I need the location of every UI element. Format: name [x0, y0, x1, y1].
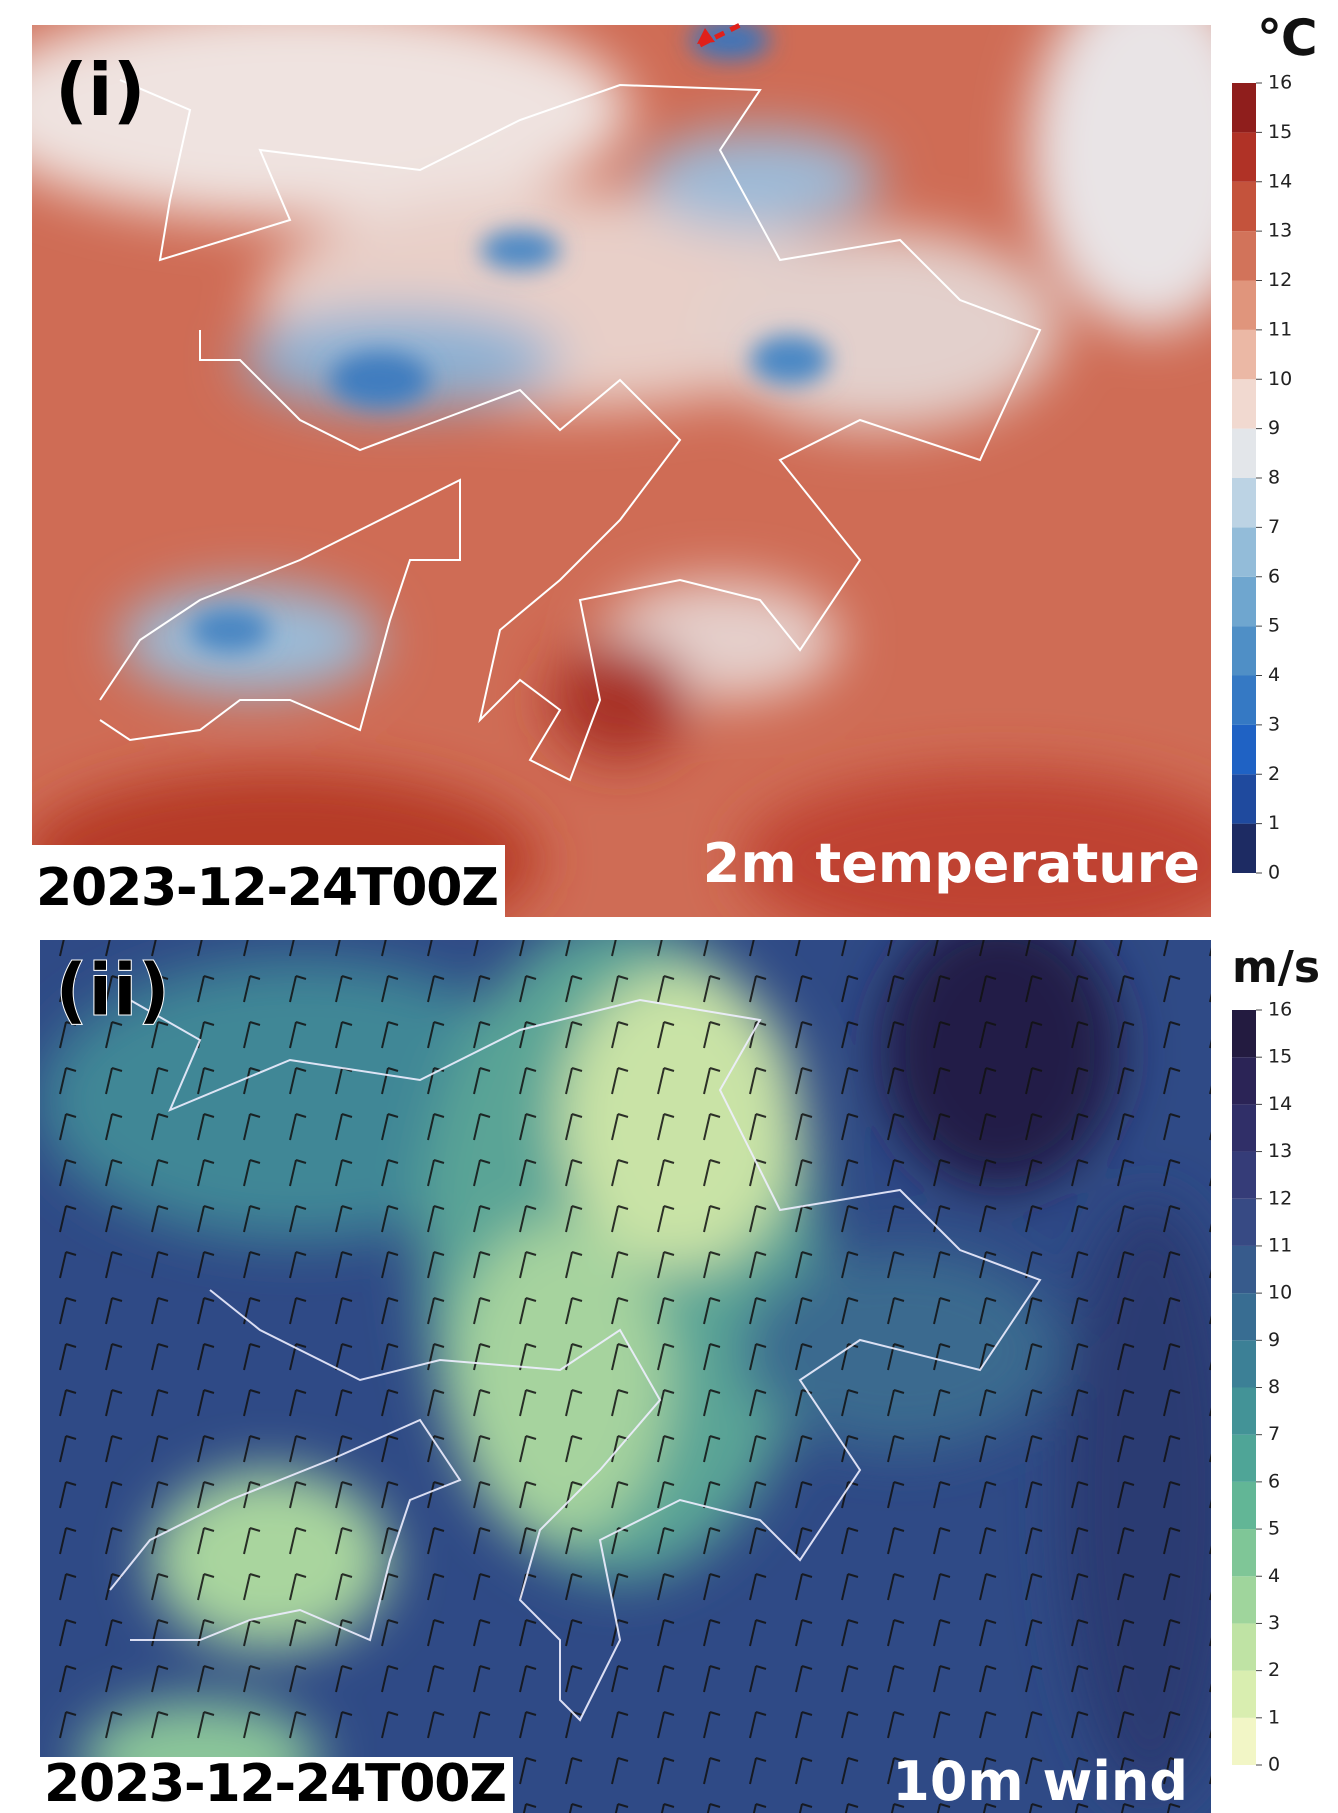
colorbar-segment	[1232, 1010, 1256, 1057]
colorbar-segment	[1232, 1671, 1256, 1718]
colorbar-tick-label: 4	[1268, 664, 1280, 686]
colorbar-tick-label: 2	[1268, 763, 1280, 785]
colorbar-tick-label: 8	[1268, 467, 1280, 489]
unit-label: ℃	[1257, 9, 1318, 67]
colorbar-tick-label: 15	[1268, 1046, 1292, 1068]
colorbar-segment	[1232, 1482, 1256, 1529]
colorbar-segment	[1232, 1199, 1256, 1246]
colorbar-segment	[1232, 132, 1256, 181]
colorbar-segment	[1232, 1529, 1256, 1576]
colorbar-tick-label: 8	[1268, 1376, 1280, 1398]
colorbar-tick-label: 10	[1268, 368, 1292, 390]
colorbar-segment	[1232, 330, 1256, 379]
colorbar-segment	[1232, 1104, 1256, 1151]
panel-label: (i)	[55, 48, 146, 132]
colorbar-segment	[1232, 1388, 1256, 1435]
colorbar-tick-label: 5	[1268, 615, 1280, 637]
colorbar-tick-label: 3	[1268, 713, 1280, 735]
timestamp: 2023-12-24T00Z	[36, 858, 499, 918]
colorbar-segment	[1232, 527, 1256, 576]
colorbar-tick-label: 0	[1268, 862, 1280, 884]
colorbar-tick-label: 10	[1268, 1282, 1292, 1304]
panel-caption: 2m temperature	[703, 832, 1200, 895]
colorbar-segment	[1232, 1340, 1256, 1387]
colorbar-tick-label: 6	[1268, 1470, 1280, 1492]
colorbar-tick-label: 2	[1268, 1659, 1280, 1681]
colorbar-tick-label: 1	[1268, 812, 1280, 834]
colorbar-tick-label: 7	[1268, 1423, 1280, 1445]
colorbar-tick-label: 13	[1268, 220, 1292, 242]
colorbar-segment	[1232, 1293, 1256, 1340]
colorbar-segment	[1232, 1576, 1256, 1623]
colorbar-tick-label: 0	[1268, 1754, 1280, 1776]
colorbar-tick-label: 14	[1268, 170, 1292, 192]
colorbar-segment	[1232, 379, 1256, 428]
colorbar-tick-label: 6	[1268, 565, 1280, 587]
colorbar-segment	[1232, 429, 1256, 478]
colorbar-tick-label: 9	[1268, 1329, 1280, 1351]
colorbar-segment	[1232, 478, 1256, 527]
colorbar-segment	[1232, 676, 1256, 725]
colorbar-segment	[1232, 1057, 1256, 1104]
colorbar-tick-label: 14	[1268, 1093, 1292, 1115]
temperature-map	[0, 0, 1270, 950]
colorbar-tick-label: 5	[1268, 1518, 1280, 1540]
colorbar-segment	[1232, 725, 1256, 774]
timestamp: 2023-12-24T00Z	[44, 1754, 507, 1813]
wind-map	[40, 910, 1240, 1813]
colorbar-tick-label: 11	[1268, 318, 1292, 340]
colorbar-segment	[1232, 577, 1256, 626]
colorbar-segment	[1232, 1435, 1256, 1482]
colorbar-tick-label: 1	[1268, 1706, 1280, 1728]
colorbar-tick-label: 4	[1268, 1565, 1280, 1587]
colorbar-segment	[1232, 1718, 1256, 1765]
colorbar-tick-label: 16	[1268, 999, 1292, 1021]
colorbar-segment	[1232, 281, 1256, 330]
colorbar-tick-label: 3	[1268, 1612, 1280, 1634]
colorbar-segment	[1232, 824, 1256, 873]
colorbar-tick-label: 12	[1268, 1187, 1292, 1209]
colorbar-tick-label: 9	[1268, 417, 1280, 439]
colorbar-tick-label: 16	[1268, 72, 1292, 94]
panel-caption: 10m wind	[892, 1750, 1188, 1813]
colorbar-tick-label: 7	[1268, 516, 1280, 538]
colorbar-segment	[1232, 83, 1256, 132]
colorbar-segment	[1232, 774, 1256, 823]
colorbar-tick-label: 11	[1268, 1234, 1292, 1256]
unit-label: m/s	[1232, 942, 1320, 993]
colorbar-segment	[1232, 626, 1256, 675]
colorbar-tick-label: 15	[1268, 121, 1292, 143]
colorbar-segment	[1232, 1623, 1256, 1670]
panel-label: (ii)	[55, 948, 170, 1032]
colorbar-tick-label: 12	[1268, 269, 1292, 291]
colorbar-segment	[1232, 1246, 1256, 1293]
colorbar-segment	[1232, 1152, 1256, 1199]
colorbar-segment	[1232, 182, 1256, 231]
colorbar-tick-label: 13	[1268, 1140, 1292, 1162]
colorbar-segment	[1232, 231, 1256, 280]
figure: 012345678910111213141516℃(i)2023-12-24T0…	[0, 0, 1338, 1813]
